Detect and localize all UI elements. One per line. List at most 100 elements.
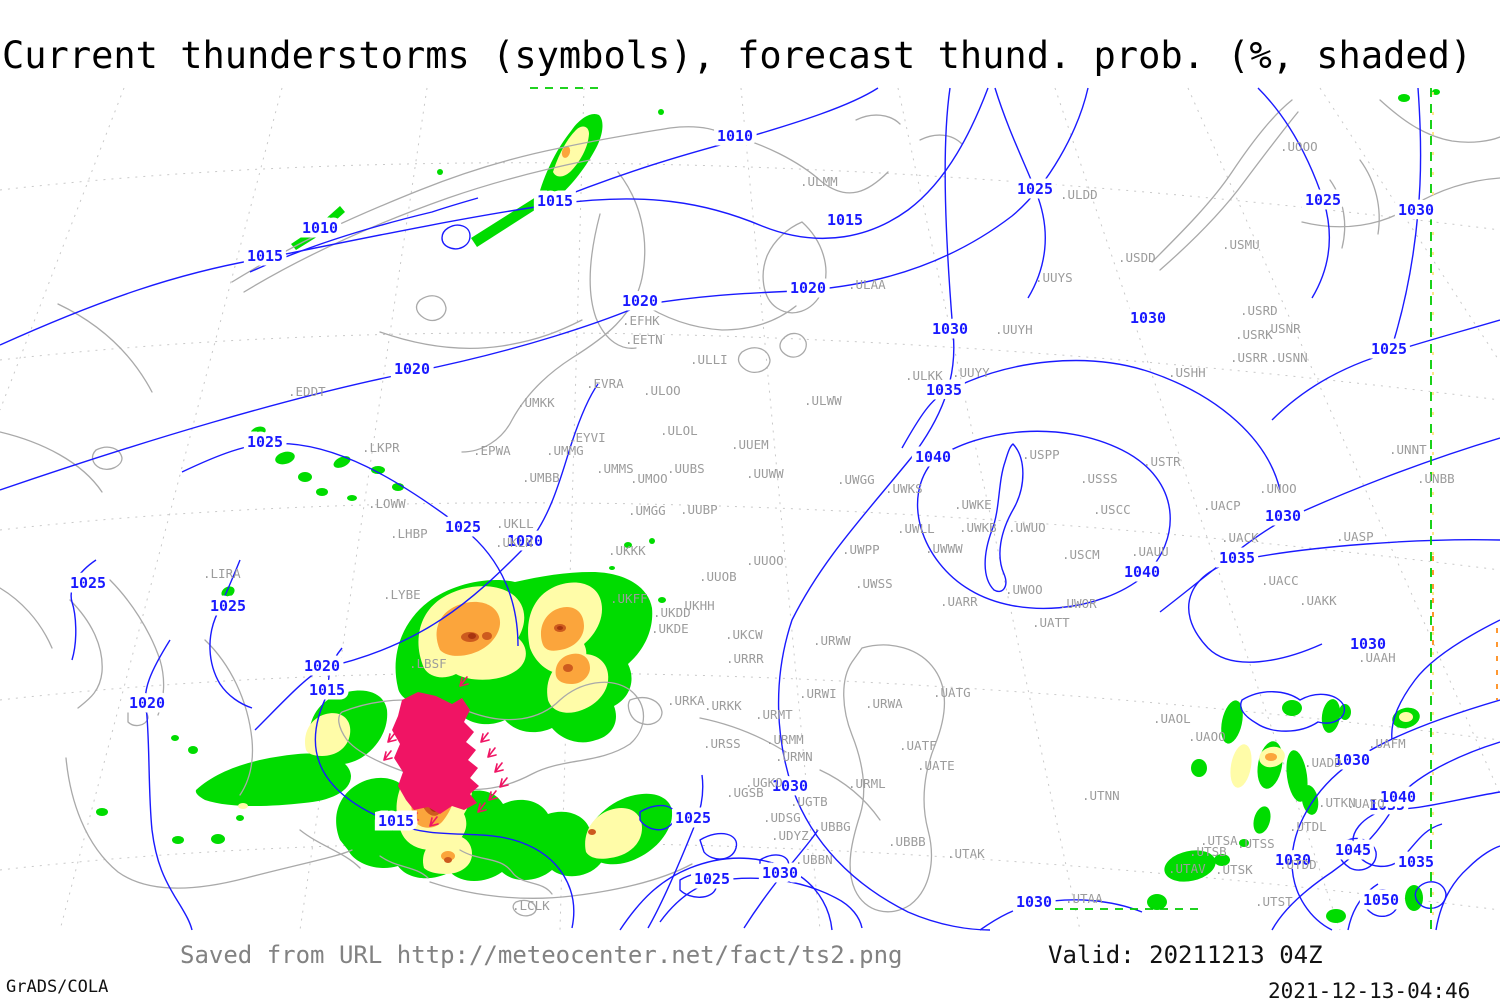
isobar-label: 1025 [694,870,730,888]
coastline [843,644,946,913]
coastline [204,639,254,796]
isobar-line [699,832,738,860]
thunder-prob-shade-green [1282,700,1302,716]
station-label: .USNR [1263,321,1301,336]
isobar-label: 1045 [1335,841,1371,859]
thunder-prob-shade-yellow [238,803,248,809]
thunder-prob-shade-green [236,815,244,821]
isobar-label: 1035 [1219,549,1255,567]
station-label: .ULOL [660,423,698,438]
isobar-label: 1015 [378,812,414,830]
station-label: .UUEM [731,437,769,452]
isobar-label: 1050 [1363,891,1399,909]
thunder-prob-shade-green [211,834,225,844]
thunder-prob-shade-green [96,808,108,816]
thunder-prob-shade-yellow [1230,744,1252,788]
thunder-prob-shade-green [437,169,443,175]
station-label: .USCC [1093,502,1131,517]
station-label: .UACK [1221,530,1259,545]
thunderstorm-symbol [488,790,498,801]
coastline [723,133,889,194]
isobar-label: 1025 [445,518,481,536]
coastline [512,899,537,917]
thunder-prob-shade-green [1432,89,1440,95]
graticule-line [59,87,283,931]
isobar-label: 1025 [675,809,711,827]
thunder-prob-shade-green [321,206,345,229]
graticule-line [0,502,1500,571]
thunder-prob-shade-green [1321,699,1341,733]
thunder-prob-shade-orange [561,146,571,158]
thunderstorm-symbol [487,747,497,758]
isobar-label: 1020 [129,694,165,712]
station-label: .LCLK [512,898,550,913]
station-label: .URRR [726,651,764,666]
station-label: .EFHK [622,313,660,328]
isobar-line [777,87,991,931]
coastline [69,599,103,709]
thunder-prob-shade-green [1164,850,1216,882]
thunderstorm-symbol [387,732,397,743]
isobar-line [181,442,519,647]
coastline [379,319,583,349]
isobar-label: 1025 [1017,180,1053,198]
isobar-line [916,430,1171,610]
station-label: .UAFO [1347,796,1385,811]
station-label: .UGSB [726,785,764,800]
isobar-label: 1020 [622,292,658,310]
isobar-line [619,857,833,931]
isobar-line [1159,437,1500,613]
station-label: .LOWW [368,496,406,511]
station-label: .UKLL [496,516,534,531]
station-label: .UTST [1255,894,1293,909]
thunder-prob-shade-yellow [553,126,589,177]
isobar-label: 1025 [210,597,246,615]
station-label: .ULKK [905,368,943,383]
station-label: .USCM [1062,547,1100,562]
station-label: .UKKK [608,543,646,558]
coastline [762,221,827,314]
thunderstorm-symbol [494,762,504,773]
station-label: .ULAA [848,277,886,292]
isobar-label: 1030 [1398,201,1434,219]
station-label: .URMM [766,732,804,747]
thunder-prob-shade-yellow [1399,712,1413,722]
station-label: .UNNT [1389,442,1427,457]
isobar-label: 1020 [304,657,340,675]
station-label: .UMGG [628,503,666,518]
coastline [0,303,153,493]
station-label: .EDDT [288,384,326,399]
station-label: .USRR [1230,350,1268,365]
station-label: .URWA [865,696,903,711]
isobar-line [659,877,863,929]
lake-outline [1240,691,1346,732]
station-label: .UKFF [610,591,648,606]
coastline [855,114,963,145]
isobar-label: 1025 [1305,191,1341,209]
thunder-prob-shade-orange [436,601,501,656]
thunderstorm-symbol [409,812,419,823]
station-label: .USDD [1118,250,1156,265]
coastline [1301,99,1500,228]
isobar-line [1393,87,1422,341]
thunder-prob-shade-green [1326,909,1346,923]
thunder-prob-shade-orange [441,851,455,861]
station-label: .UKDE [651,621,689,636]
thunder-prob-shade-green [188,746,198,754]
isobar-label: 1035 [1398,853,1434,871]
station-label: .UTDL [1289,819,1327,834]
station-label: .EVRA [586,376,624,391]
graticule-line [0,162,1500,231]
coastline [461,171,646,453]
station-label: .UKCW [725,627,763,642]
isobar-line [249,197,479,273]
station-label: .UUYS [1035,270,1073,285]
coastline [699,717,881,821]
station-label: .UUYY [952,365,990,380]
thunder-prob-shade-green [1191,759,1207,777]
thunder-prob-shade-darkred [557,626,563,630]
station-label: .UWOO [1005,582,1043,597]
station-label: .UTAA [1065,891,1103,906]
graticule-line [0,842,1500,911]
station-label: .ULMM [800,174,838,189]
